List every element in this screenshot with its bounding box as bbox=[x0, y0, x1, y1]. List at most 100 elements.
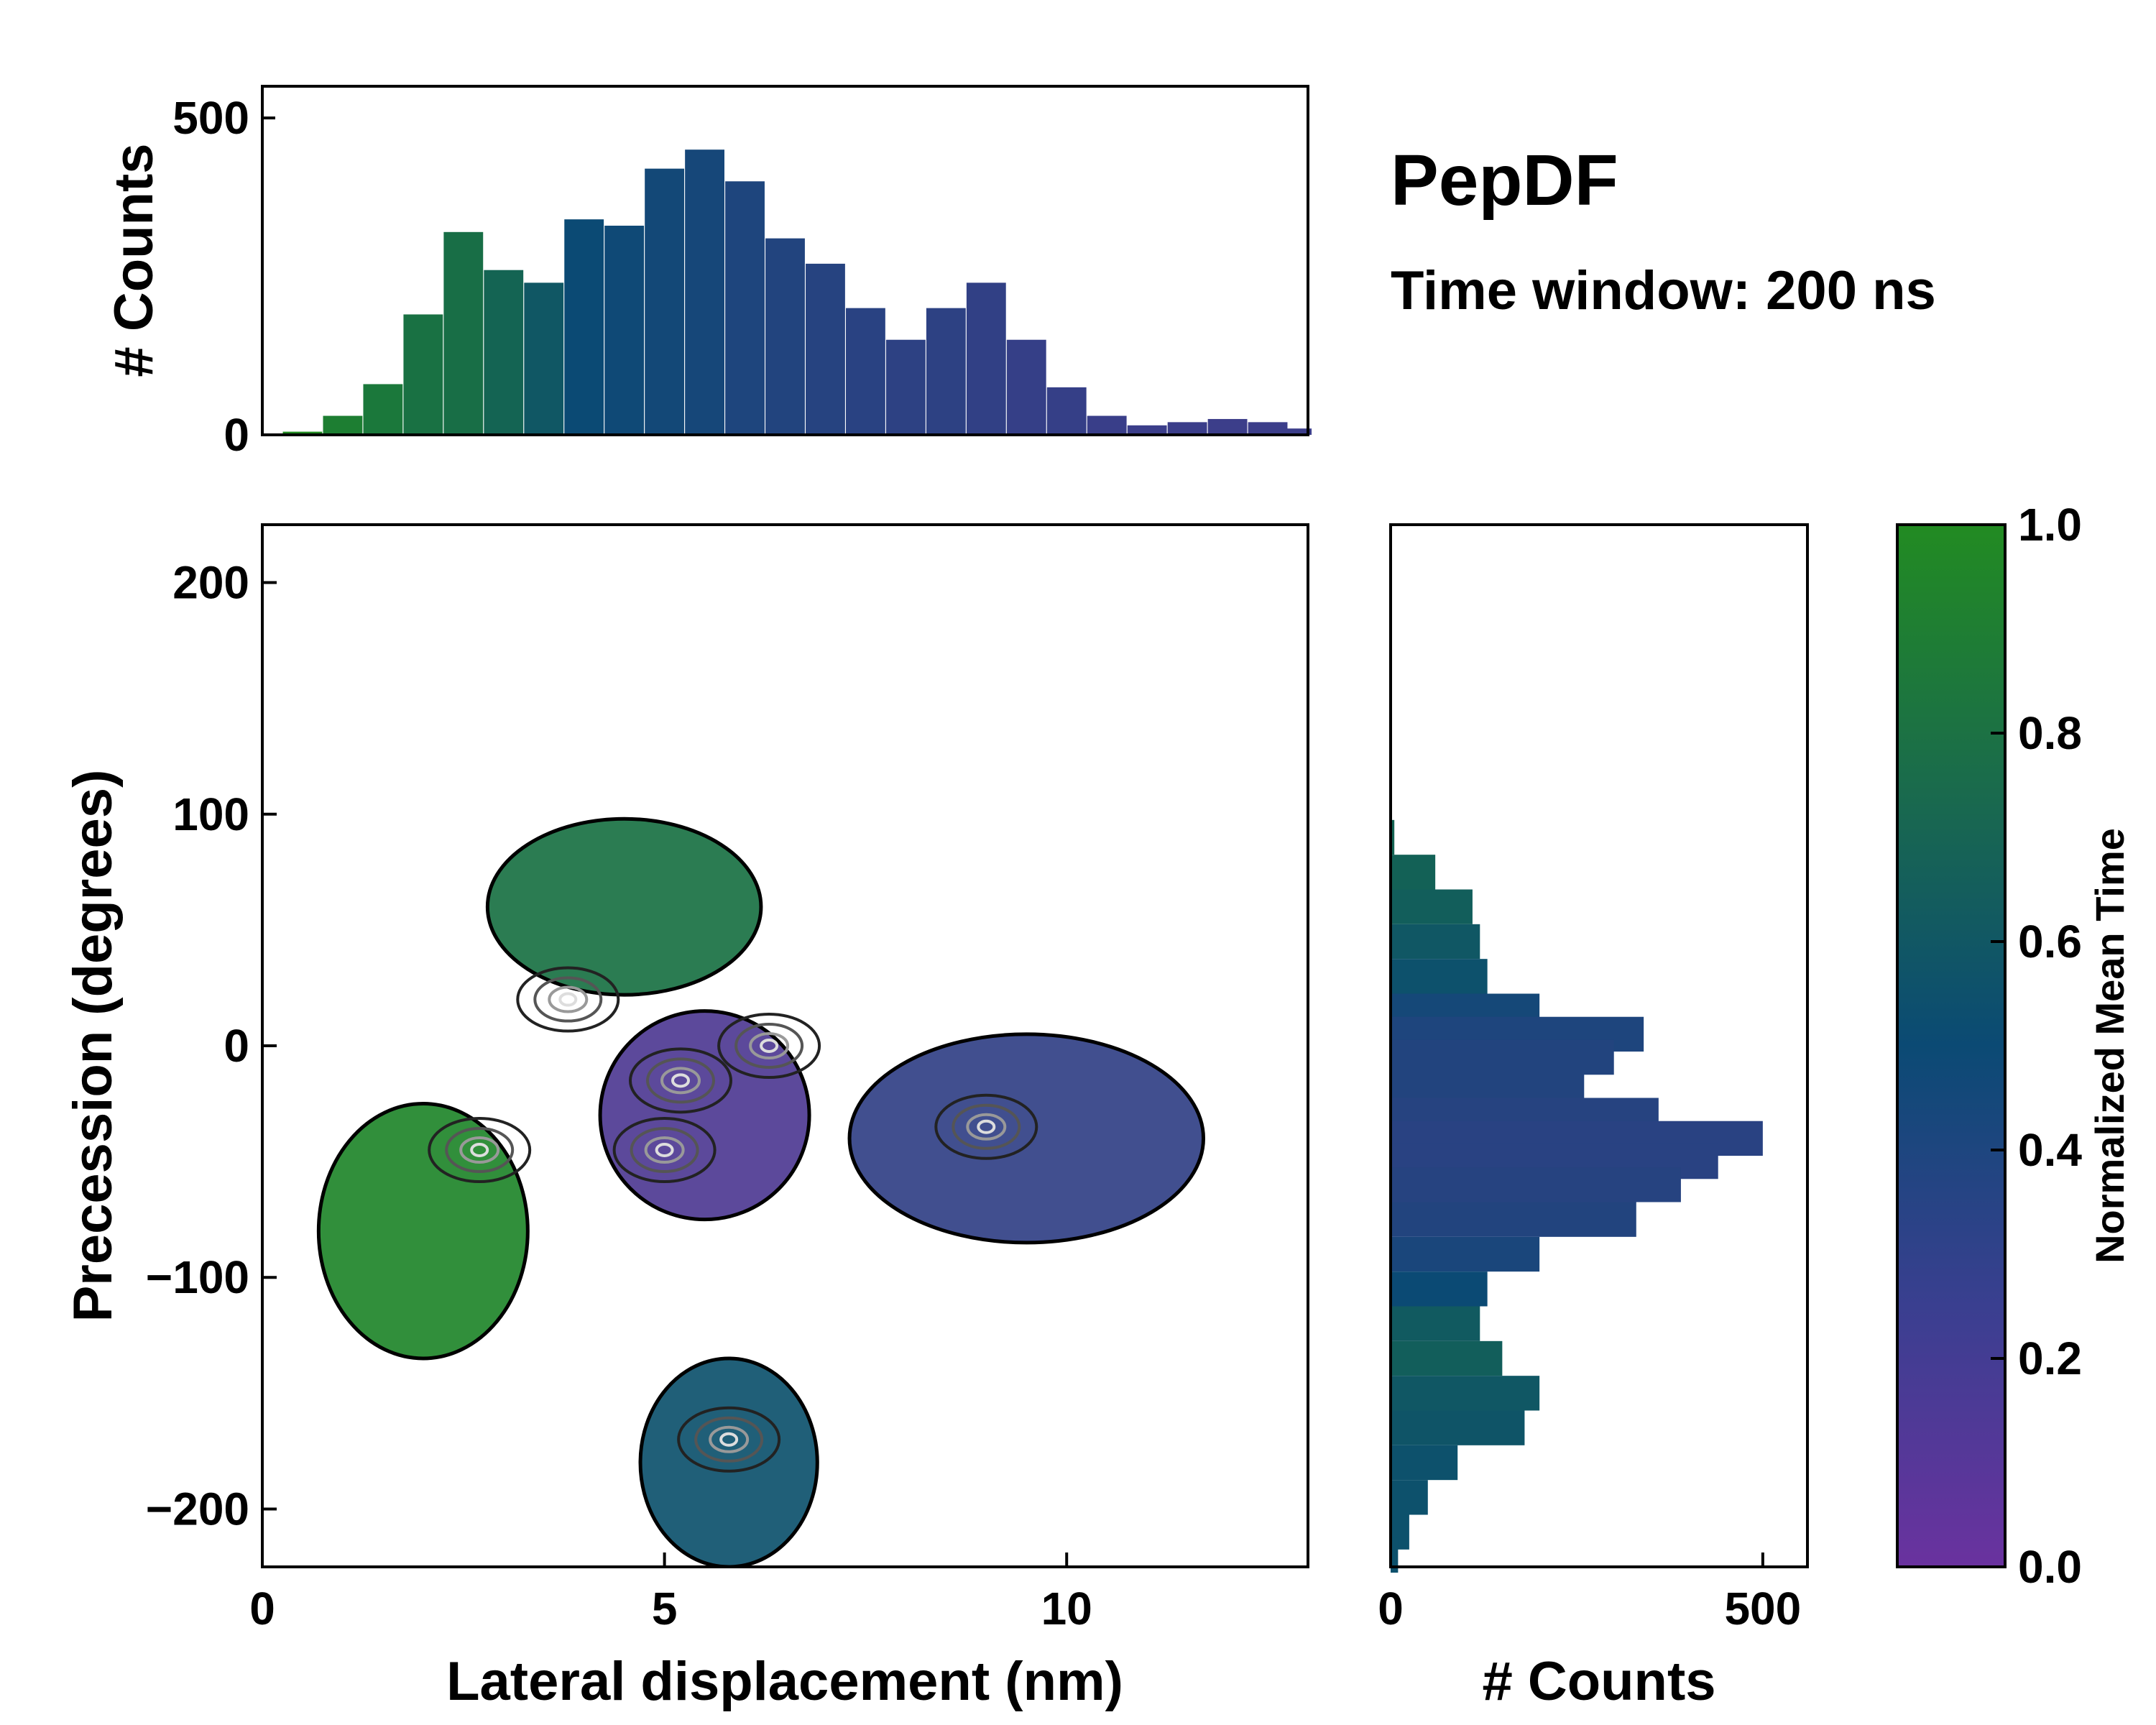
right-histogram-xtick-label: 500 bbox=[1724, 1583, 1801, 1634]
right-histogram-bar bbox=[1391, 924, 1480, 960]
top-histogram-bar bbox=[926, 308, 966, 435]
density-contour bbox=[655, 1143, 674, 1157]
density-contour bbox=[749, 1032, 790, 1059]
main-heatmap-ytick-label: −200 bbox=[146, 1483, 249, 1535]
right-histogram-bar bbox=[1391, 1202, 1636, 1237]
colorbar-panel: 0.0 0.2 0.4 0.6 0.8 1.0 Normalized Mean Time bbox=[1896, 499, 2132, 1593]
density-contour bbox=[630, 1127, 699, 1173]
top-histogram-bar bbox=[484, 270, 524, 435]
density-contour bbox=[459, 1136, 500, 1164]
colorbar-tick-label: 0.4 bbox=[2018, 1124, 2082, 1176]
figure-subtitle: Time window: 200 ns bbox=[1391, 260, 1936, 321]
heatmap-density-peak bbox=[516, 966, 620, 1033]
colorbar-gradient bbox=[1896, 523, 2007, 1568]
density-contour bbox=[558, 992, 578, 1007]
top-histogram-bar bbox=[282, 431, 323, 435]
right-histogram-bar bbox=[1391, 1340, 1503, 1376]
main-heatmap-ylabel: Precession (degrees) bbox=[63, 770, 124, 1322]
density-contour bbox=[694, 1416, 764, 1463]
density-contour bbox=[966, 1113, 1007, 1141]
right-histogram-bar bbox=[1391, 1410, 1525, 1445]
right-histogram-bar bbox=[1391, 1537, 1399, 1573]
right-histogram-bar bbox=[1391, 1271, 1488, 1307]
density-contour bbox=[760, 1039, 779, 1053]
density-contour bbox=[677, 1406, 781, 1473]
main-heatmap-ytick-label: 200 bbox=[172, 557, 249, 609]
heatmap-region-teal-bottom bbox=[638, 1356, 819, 1567]
top-histogram-bar bbox=[403, 314, 443, 435]
right-histogram-bar bbox=[1391, 1306, 1480, 1341]
density-contour bbox=[470, 1143, 489, 1157]
figure-title: PepDF bbox=[1391, 140, 1618, 221]
main-heatmap-yticks: 200 100 0 −100 −200 bbox=[146, 557, 277, 1535]
right-histogram-bar bbox=[1391, 855, 1436, 890]
colorbar-tick-label: 1.0 bbox=[2018, 499, 2082, 551]
density-contour bbox=[734, 1023, 804, 1069]
density-contour bbox=[644, 1136, 685, 1164]
density-contour bbox=[660, 1067, 701, 1095]
density-contour bbox=[934, 1093, 1038, 1160]
right-histogram-bar bbox=[1391, 1376, 1540, 1411]
top-histogram-panel: 0 500 # Counts bbox=[103, 85, 1312, 461]
top-histogram-bar bbox=[846, 308, 885, 435]
colorbar-tick-label: 0.8 bbox=[2018, 707, 2082, 759]
right-histogram-bar bbox=[1391, 1445, 1458, 1481]
density-contour bbox=[548, 985, 589, 1013]
density-contour bbox=[428, 1117, 532, 1183]
right-histogram-bar bbox=[1391, 959, 1488, 994]
right-histogram-xtick-label: 0 bbox=[1378, 1583, 1404, 1634]
top-histogram-ylabel: # Counts bbox=[103, 143, 165, 377]
top-histogram-bar bbox=[604, 226, 645, 435]
heatmap-regions bbox=[316, 816, 1206, 1567]
top-histogram-bar bbox=[765, 238, 805, 435]
top-histogram-bar bbox=[1207, 418, 1248, 435]
top-histogram-bar bbox=[1087, 415, 1127, 435]
top-histogram-frame bbox=[261, 85, 1309, 436]
density-contour bbox=[952, 1103, 1021, 1150]
main-heatmap-xtick-label: 5 bbox=[652, 1583, 678, 1634]
main-heatmap-xtick-label: 0 bbox=[249, 1583, 275, 1634]
top-histogram-bar bbox=[645, 168, 685, 436]
top-histogram-bar bbox=[1046, 387, 1087, 435]
top-histogram-bars bbox=[282, 150, 1312, 436]
right-histogram-bar bbox=[1391, 1480, 1428, 1515]
colorbar-tick-label: 0.6 bbox=[2018, 916, 2082, 967]
heatmap-region-blue-right bbox=[847, 1032, 1206, 1245]
top-histogram-bar bbox=[806, 263, 845, 435]
main-heatmap-ytick-label: 0 bbox=[224, 1020, 249, 1072]
right-histogram-bar bbox=[1391, 819, 1395, 855]
density-contour bbox=[533, 976, 603, 1023]
right-histogram-bar bbox=[1391, 1063, 1585, 1098]
heatmap-density-peaks bbox=[428, 966, 1038, 1473]
main-heatmap-ytick-label: 100 bbox=[172, 788, 249, 840]
density-contour bbox=[709, 1425, 750, 1453]
colorbar-ticks: 0.0 0.2 0.4 0.6 0.8 1.0 bbox=[1991, 499, 2082, 1593]
density-contour bbox=[629, 1047, 732, 1114]
density-contour bbox=[717, 1013, 821, 1079]
density-contour bbox=[516, 966, 620, 1033]
colorbar-tick-label: 0.2 bbox=[2018, 1333, 2082, 1384]
heatmap-region-green-left bbox=[316, 1102, 530, 1361]
right-histogram-bar bbox=[1391, 889, 1473, 924]
heatmap-density-peak bbox=[934, 1093, 1038, 1160]
heatmap-density-peak bbox=[428, 1117, 532, 1183]
density-contour bbox=[719, 1432, 739, 1447]
top-histogram-bar bbox=[725, 181, 765, 436]
top-histogram-bar bbox=[443, 231, 484, 435]
density-contour bbox=[445, 1127, 515, 1173]
main-heatmap-panel: 0 5 10 200 100 0 −100 −200 Lateral displacemen… bbox=[63, 523, 1309, 1712]
heatmap-density-peak bbox=[677, 1406, 781, 1473]
right-histogram-xticks: 0 500 bbox=[1378, 1552, 1801, 1634]
heatmap-density-peak bbox=[612, 1117, 717, 1183]
main-heatmap-xtick-label: 10 bbox=[1041, 1583, 1092, 1634]
right-histogram-frame bbox=[1389, 523, 1809, 1568]
right-histogram-bars bbox=[1391, 819, 1763, 1573]
top-histogram-yticks: 0 500 bbox=[172, 92, 275, 461]
heatmap-density-peak bbox=[629, 1047, 732, 1114]
right-histogram-xlabel: # Counts bbox=[1482, 1651, 1715, 1712]
right-histogram-bar bbox=[1391, 1236, 1540, 1272]
top-histogram-bar bbox=[1127, 425, 1167, 435]
top-histogram-bar bbox=[685, 150, 724, 435]
main-heatmap-frame bbox=[261, 523, 1309, 1568]
